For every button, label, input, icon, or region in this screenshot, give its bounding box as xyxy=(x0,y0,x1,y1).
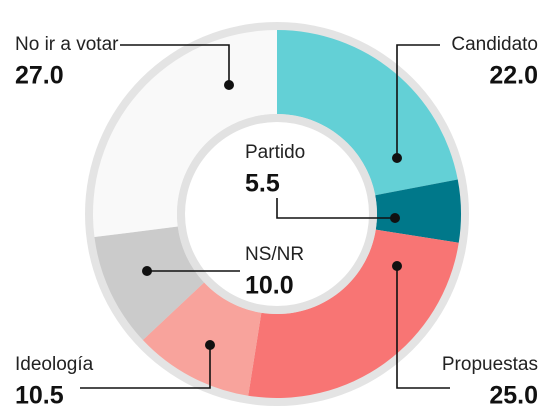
value-label: 10.0 xyxy=(245,272,294,300)
value-label: 25.0 xyxy=(489,382,538,408)
value-label: 5.5 xyxy=(245,170,280,198)
category-label: Candidato xyxy=(451,34,538,55)
leader-line xyxy=(276,198,395,219)
donut-segment xyxy=(142,282,262,396)
donut-segment xyxy=(248,229,459,398)
leader-dot xyxy=(392,153,402,163)
category-label: NS/NR xyxy=(245,244,304,265)
value-label: 10.5 xyxy=(15,382,64,408)
value-label: 27.0 xyxy=(15,62,64,90)
leader-dot xyxy=(390,213,400,223)
donut-segment xyxy=(277,30,458,196)
leader-line xyxy=(396,44,440,158)
value-label: 22.0 xyxy=(489,62,538,90)
leader-dot xyxy=(205,340,215,350)
category-label: Ideología xyxy=(15,354,94,375)
donut-segment xyxy=(375,179,461,243)
category-label: Propuestas xyxy=(442,354,538,375)
leader-dot xyxy=(142,266,152,276)
leader-line xyxy=(396,266,450,389)
category-label: Partido xyxy=(245,142,305,163)
donut-segment xyxy=(94,226,205,340)
leader-line xyxy=(120,44,230,85)
category-label: No ir a votar xyxy=(15,34,119,55)
leader-dot xyxy=(224,80,234,90)
leader-line xyxy=(80,345,211,389)
leader-dot xyxy=(392,261,402,271)
